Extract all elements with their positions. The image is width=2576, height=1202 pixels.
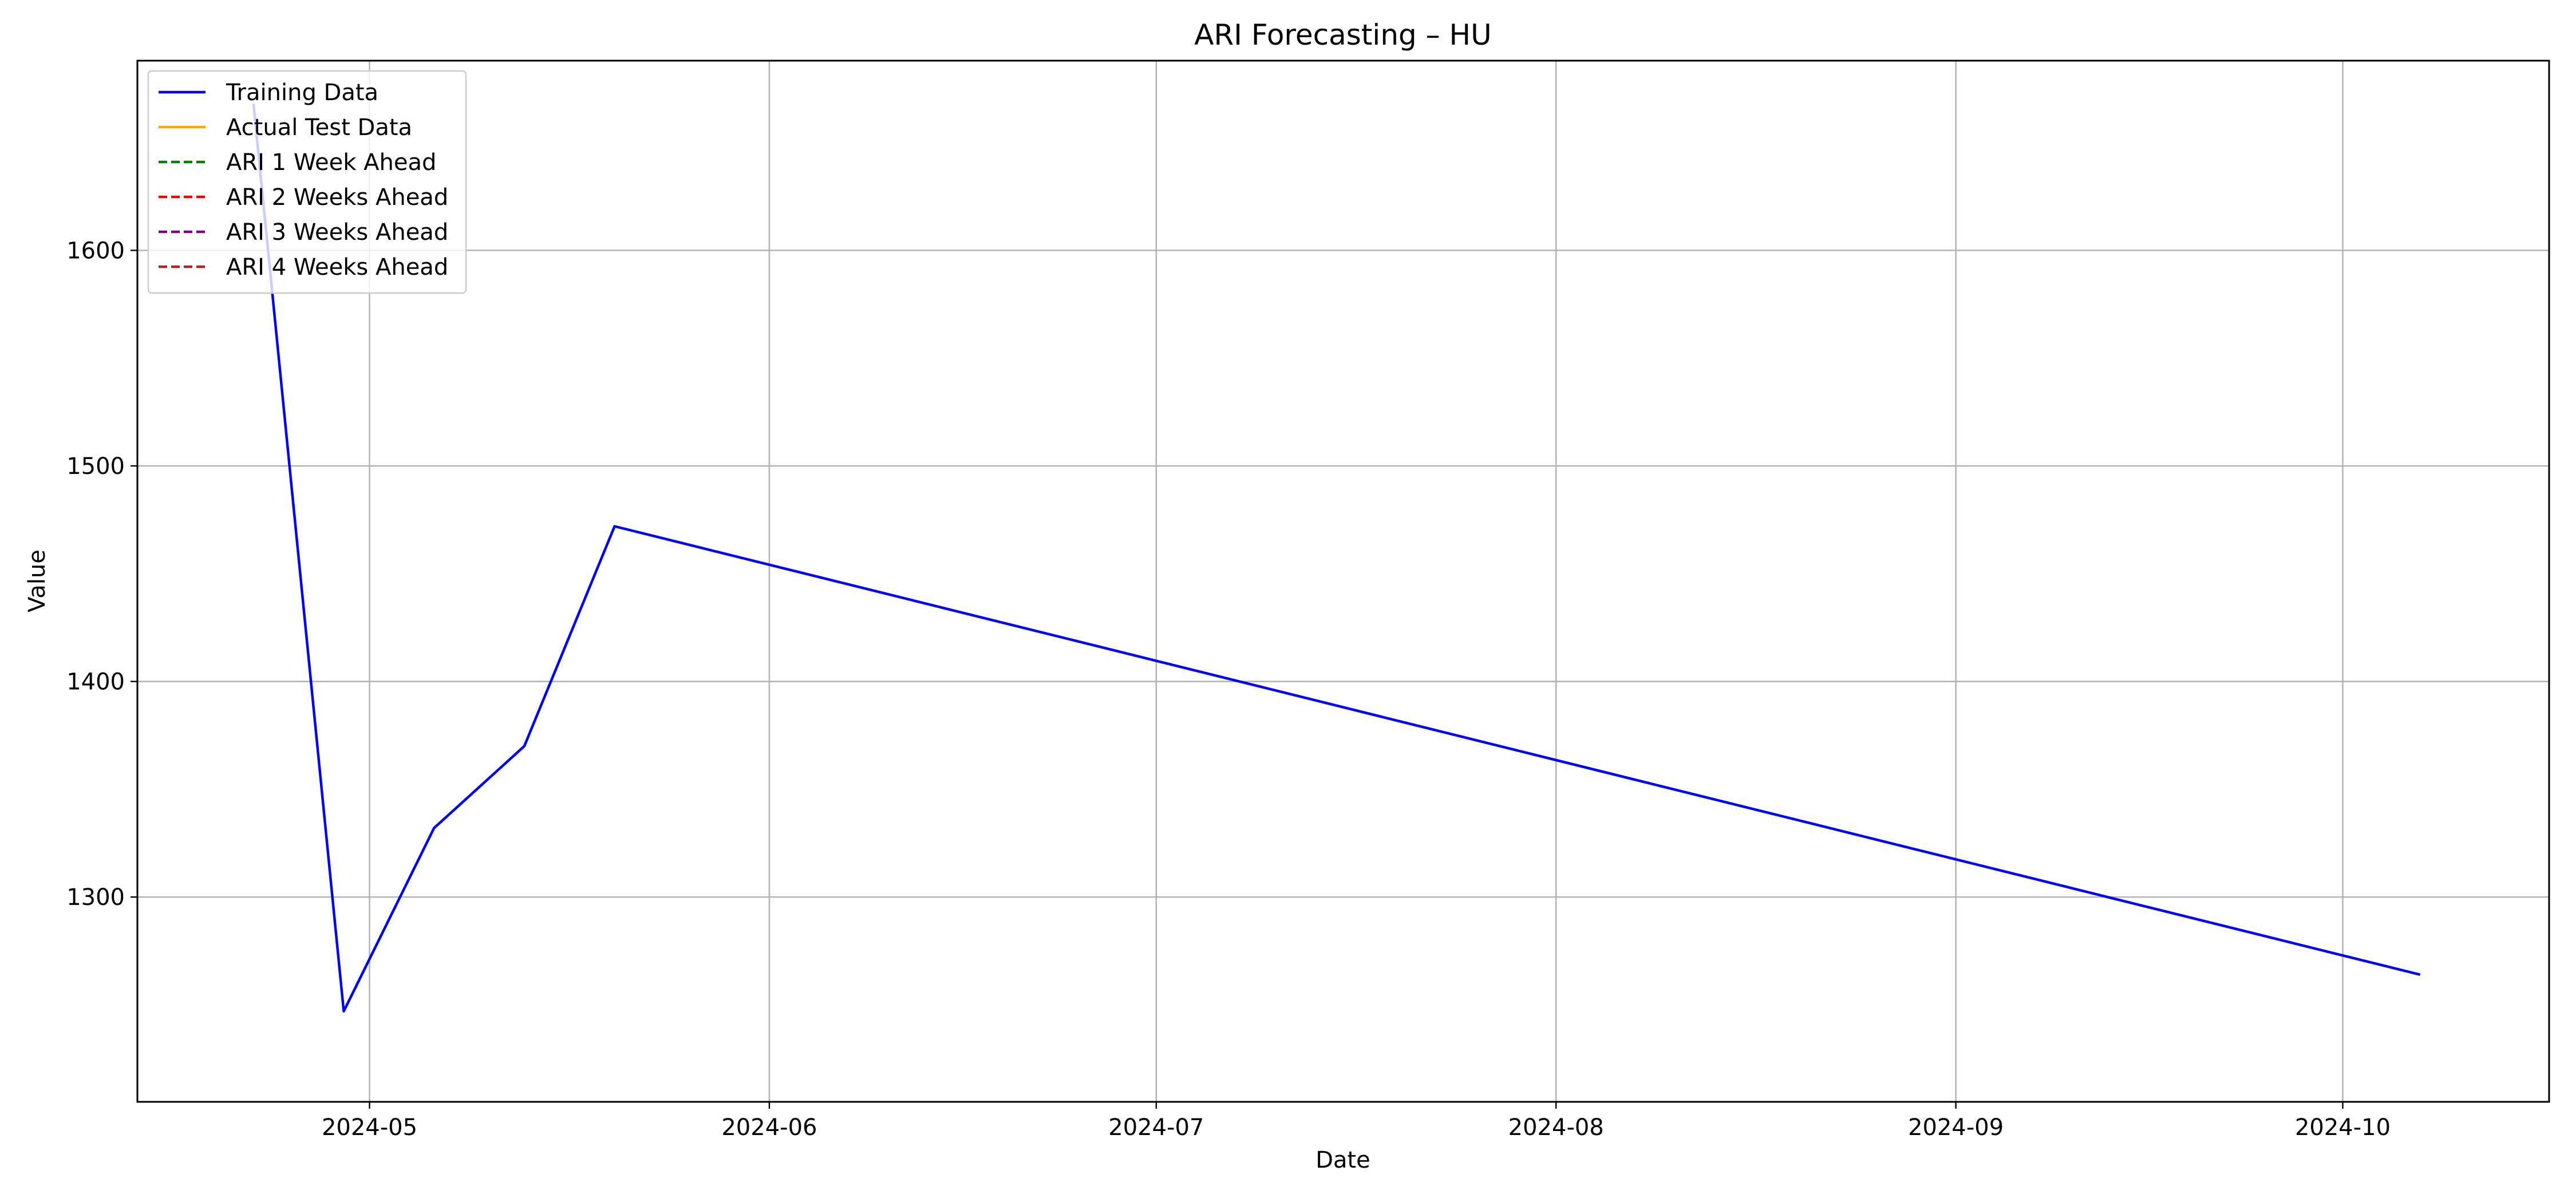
legend-label: Actual Test Data: [226, 114, 412, 141]
grid: [137, 61, 2549, 1102]
legend-label: Training Data: [226, 80, 378, 106]
x-axis-title: Date: [1315, 1147, 1370, 1173]
y-tick-label: 1500: [66, 453, 125, 480]
y-tick-label: 1400: [66, 669, 125, 695]
legend-label: ARI 1 Week Ahead: [226, 149, 436, 176]
chart-title: ARI Forecasting – HU: [1194, 18, 1491, 52]
plot-area: [137, 61, 2549, 1102]
x-tick-label: 2024-07: [1108, 1114, 1204, 1141]
y-tick-label: 1600: [66, 238, 125, 264]
y-axis-title: Value: [24, 549, 50, 612]
x-tick-label: 2024-05: [322, 1114, 417, 1141]
legend-box: [147, 70, 467, 294]
legend-label: ARI 3 Weeks Ahead: [226, 219, 448, 246]
legend-label: ARI 2 Weeks Ahead: [226, 184, 448, 211]
series-layer: [252, 104, 2421, 1013]
series-line-training-data: [252, 104, 2421, 1013]
y-tick-label: 1300: [66, 884, 125, 911]
x-tick-label: 2024-09: [1908, 1114, 2004, 1141]
legend-label: ARI 4 Weeks Ahead: [226, 254, 448, 280]
legend: Training Data Actual Test Data ARI 1 Week …: [147, 70, 467, 294]
ticks: 2024-05 2024-06 2024-07 2024-08 2024-09 2024-…: [66, 238, 2391, 1141]
x-tick-label: 2024-10: [2295, 1114, 2391, 1141]
x-tick-label: 2024-06: [721, 1114, 817, 1141]
plot-frame: [136, 60, 2550, 1103]
x-tick-label: 2024-08: [1508, 1114, 1604, 1141]
